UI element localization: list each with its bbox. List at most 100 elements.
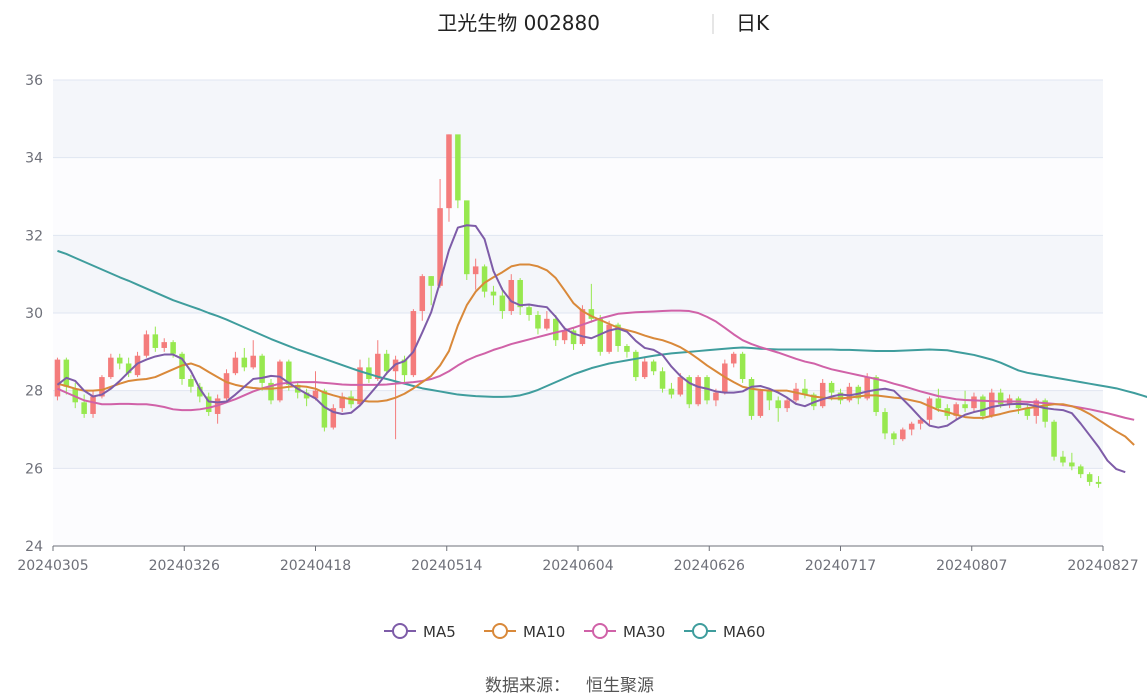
candle-body bbox=[428, 276, 434, 286]
candle-body bbox=[677, 377, 684, 395]
moving-average-lines bbox=[56, 224, 1147, 474]
candle-body bbox=[205, 396, 212, 413]
candle-body bbox=[116, 357, 123, 364]
x-tick-label: 20240305 bbox=[17, 558, 88, 574]
candle-body bbox=[900, 429, 906, 440]
y-tick-label: 24 bbox=[25, 539, 43, 555]
candle-body bbox=[695, 377, 701, 405]
legend-item-ma60[interactable]: MA60 bbox=[684, 623, 765, 641]
x-tick-label: 20240717 bbox=[805, 558, 876, 574]
candle-body bbox=[383, 353, 390, 372]
candle-body bbox=[223, 373, 230, 399]
candle-body bbox=[241, 357, 248, 368]
candle-body bbox=[90, 396, 96, 414]
candle-body bbox=[624, 346, 630, 352]
candle-body bbox=[419, 276, 426, 312]
x-axis: 20240305 20240326 20240418 20240514 20240604… bbox=[17, 545, 1139, 574]
candle-body bbox=[846, 386, 853, 401]
candle-body bbox=[54, 359, 61, 397]
candle-body bbox=[437, 208, 443, 286]
candle-body bbox=[232, 357, 239, 374]
candle-body bbox=[401, 359, 408, 376]
y-tick-label: 32 bbox=[25, 228, 43, 244]
legend-marker bbox=[592, 623, 608, 639]
legend-item-ma10[interactable]: MA10 bbox=[484, 623, 565, 641]
candle-body bbox=[1095, 481, 1102, 484]
x-tick-label: 20240807 bbox=[936, 558, 1007, 574]
candle-body bbox=[775, 400, 781, 409]
candle-body bbox=[819, 382, 826, 407]
candle-body bbox=[134, 355, 141, 376]
candle-body bbox=[268, 382, 274, 401]
candle-body bbox=[99, 377, 105, 397]
candle-body bbox=[641, 361, 648, 378]
candle-body bbox=[962, 404, 968, 409]
legend-label: MA30 bbox=[623, 623, 665, 641]
candle-body bbox=[926, 398, 933, 420]
candle-body bbox=[250, 355, 256, 368]
candle-body bbox=[161, 342, 167, 348]
x-tick-label: 20240418 bbox=[280, 558, 351, 574]
candle-body bbox=[188, 379, 194, 387]
candle-body bbox=[125, 363, 132, 374]
candle-body bbox=[980, 396, 986, 416]
legend[interactable]: MA5 MA10 MA30 MA60 bbox=[384, 623, 765, 641]
y-tick-label: 34 bbox=[25, 151, 43, 167]
candle-body bbox=[1024, 408, 1031, 416]
legend-item-ma5[interactable]: MA5 bbox=[384, 623, 456, 641]
candle-body bbox=[730, 353, 737, 364]
candle-body bbox=[633, 351, 639, 378]
candle-body bbox=[81, 402, 87, 414]
candle-body bbox=[197, 386, 203, 397]
candle-body bbox=[668, 388, 675, 395]
candle-body bbox=[917, 419, 924, 424]
ma30-line bbox=[57, 309, 1135, 421]
candle-body bbox=[748, 379, 755, 416]
candle-body bbox=[615, 324, 621, 347]
candle-body bbox=[713, 392, 719, 401]
candle-body bbox=[953, 404, 959, 416]
x-tick-label: 20240326 bbox=[149, 558, 220, 574]
candle-body bbox=[108, 357, 114, 378]
y-tick-label: 26 bbox=[25, 461, 43, 477]
legend-item-ma30[interactable]: MA30 bbox=[584, 623, 665, 641]
candle-body bbox=[971, 396, 977, 409]
candle-body bbox=[1033, 400, 1040, 416]
candle-body bbox=[686, 377, 692, 405]
x-tick-label: 20240827 bbox=[1067, 558, 1138, 574]
candle-body bbox=[766, 390, 773, 401]
candle-body bbox=[606, 324, 612, 352]
candle-body bbox=[784, 400, 790, 409]
y-tick-label: 28 bbox=[25, 384, 43, 400]
candle-body bbox=[802, 388, 808, 395]
legend-marker bbox=[692, 623, 708, 639]
candle-body bbox=[1086, 474, 1093, 482]
candle-body bbox=[446, 134, 452, 209]
candle-body bbox=[499, 295, 506, 312]
candle-body bbox=[882, 412, 888, 434]
candle-body bbox=[757, 390, 764, 416]
candle-body bbox=[303, 392, 310, 399]
candle-body bbox=[588, 309, 595, 319]
candle-body bbox=[1051, 421, 1057, 457]
chart-title: 卫光生物 002880 bbox=[437, 11, 600, 35]
candle-body bbox=[855, 386, 862, 399]
x-tick-label: 20240514 bbox=[411, 558, 482, 574]
plot-band bbox=[53, 468, 1103, 546]
candle-body bbox=[286, 361, 292, 385]
plot-band bbox=[53, 235, 1103, 313]
candle-body bbox=[517, 279, 523, 308]
candlesticks bbox=[54, 134, 1102, 488]
x-tick-label: 20240604 bbox=[542, 558, 613, 574]
ma60-line bbox=[57, 249, 1147, 398]
legend-label: MA5 bbox=[423, 623, 456, 641]
x-tick-label: 20240626 bbox=[674, 558, 745, 574]
source-name: 恒生聚源 bbox=[586, 676, 654, 696]
candle-body bbox=[472, 266, 479, 275]
y-axis: 24 26 28 30 32 34 36 bbox=[25, 73, 43, 555]
ma10-line bbox=[57, 263, 1135, 446]
chart-period: 日K bbox=[736, 11, 770, 35]
candle-body bbox=[321, 390, 328, 428]
candle-body bbox=[490, 291, 497, 296]
candle-body bbox=[579, 309, 586, 345]
